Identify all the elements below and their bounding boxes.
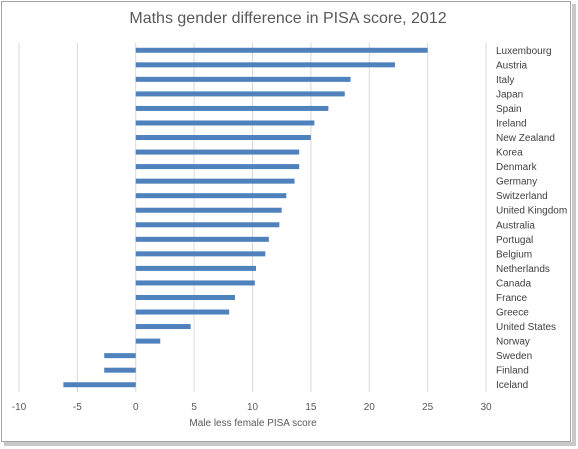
bar bbox=[135, 222, 280, 228]
bar bbox=[135, 265, 257, 271]
bar bbox=[135, 105, 329, 111]
bar bbox=[135, 120, 315, 126]
bar bbox=[135, 47, 428, 53]
category-label: Greece bbox=[496, 308, 529, 319]
category-label: Japan bbox=[496, 89, 523, 100]
bar bbox=[135, 135, 311, 141]
x-tick-label: 5 bbox=[191, 402, 197, 413]
x-tick-label: 10 bbox=[247, 402, 259, 413]
category-label: Norway bbox=[496, 337, 530, 348]
bar bbox=[135, 91, 345, 97]
category-label: Switzerland bbox=[496, 191, 548, 202]
bar bbox=[135, 280, 255, 286]
category-label: Luxembourg bbox=[496, 46, 552, 57]
bar bbox=[135, 149, 300, 155]
category-label: United Kingdom bbox=[496, 206, 567, 217]
category-label: Ireland bbox=[496, 118, 527, 129]
category-label: Italy bbox=[496, 75, 514, 86]
x-tick-label: -5 bbox=[73, 402, 82, 413]
category-label: Canada bbox=[496, 278, 531, 289]
bar bbox=[63, 382, 136, 388]
category-label: Belgium bbox=[496, 249, 532, 260]
bar bbox=[135, 294, 235, 300]
category-label: New Zealand bbox=[496, 133, 555, 144]
category-label: Austria bbox=[496, 60, 528, 71]
category-label: United States bbox=[496, 322, 556, 333]
category-label: Denmark bbox=[496, 162, 538, 173]
bar bbox=[135, 164, 300, 170]
bar bbox=[104, 367, 136, 373]
bar bbox=[135, 251, 266, 257]
category-label: Korea bbox=[496, 148, 523, 159]
category-label: France bbox=[496, 293, 528, 304]
category-label: Finland bbox=[496, 366, 529, 377]
frame-shadow-right bbox=[572, 4, 576, 445]
bar bbox=[135, 338, 161, 344]
category-label: Australia bbox=[496, 220, 535, 231]
category-label: Iceland bbox=[496, 380, 528, 391]
category-label: Germany bbox=[496, 177, 537, 188]
chart-frame bbox=[1, 1, 571, 442]
bars bbox=[63, 47, 428, 388]
bar bbox=[135, 236, 269, 242]
category-label: Spain bbox=[496, 104, 522, 115]
category-labels: Luxembourg Austria Italy Japan Spain Ireland N… bbox=[496, 46, 567, 391]
bar bbox=[135, 309, 230, 315]
bar bbox=[135, 207, 282, 213]
x-tick-label: 20 bbox=[364, 402, 376, 413]
bar bbox=[135, 178, 295, 184]
frame-shadow-bottom bbox=[4, 442, 576, 446]
bar bbox=[135, 324, 191, 330]
bar bbox=[135, 193, 287, 199]
category-label: Sweden bbox=[496, 351, 532, 362]
x-tick-label: -10 bbox=[12, 402, 27, 413]
x-tick-label: 30 bbox=[480, 402, 492, 413]
gridlines bbox=[18, 43, 487, 392]
x-axis-title: Male less female PISA score bbox=[189, 418, 317, 429]
x-tick-label: 15 bbox=[305, 402, 317, 413]
chart-title: Maths gender difference in PISA score, 2… bbox=[129, 10, 446, 27]
x-tick-labels: -10 -5 0 5 10 15 20 25 30 bbox=[12, 402, 492, 413]
category-label: Netherlands bbox=[496, 264, 550, 275]
bar bbox=[135, 76, 351, 82]
x-tick-label: 0 bbox=[133, 402, 139, 413]
category-label: Portugal bbox=[496, 235, 533, 246]
bar bbox=[104, 353, 136, 359]
bar bbox=[135, 62, 395, 68]
x-tick-label: 25 bbox=[422, 402, 434, 413]
